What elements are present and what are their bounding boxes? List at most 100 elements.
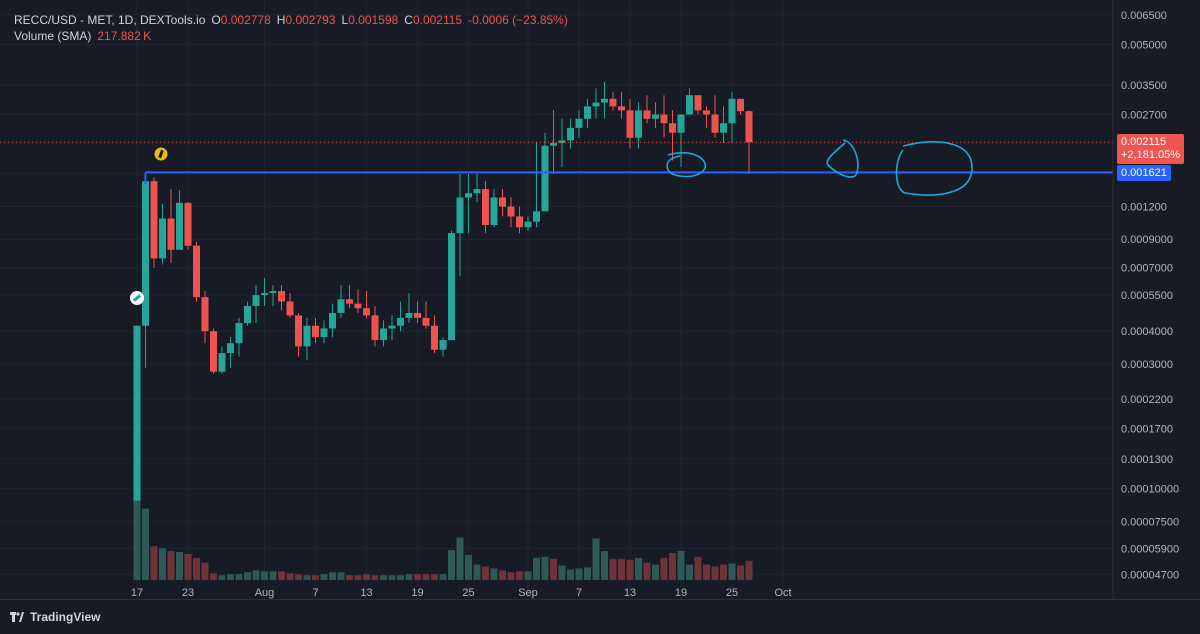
candle-body [728,98,736,124]
candle[interactable] [482,181,489,234]
candle[interactable] [252,285,260,324]
candle[interactable] [533,143,540,228]
volume-bar [490,568,498,580]
candle[interactable] [414,301,421,324]
annotation-circle[interactable] [666,151,706,178]
candle[interactable] [286,293,294,318]
annotation-circle[interactable] [895,141,973,196]
candle[interactable] [720,106,727,144]
candle[interactable] [388,315,396,341]
price-axis[interactable]: 0.0065000.0050000.0035000.0027000.002100… [1112,0,1179,600]
candle[interactable] [618,91,625,119]
candle[interactable] [422,301,430,329]
volume-bar [431,574,438,580]
candle[interactable] [201,291,209,344]
volume-label[interactable]: Volume (SMA) [14,29,92,43]
pencil-marker-icon[interactable] [130,291,144,305]
candle[interactable] [660,95,668,138]
candle[interactable] [261,277,268,306]
candle[interactable] [133,325,141,501]
candle[interactable] [575,110,583,138]
candle[interactable] [524,216,532,231]
candle[interactable] [703,106,710,128]
candle[interactable] [354,289,362,313]
candle[interactable] [320,320,328,344]
candle[interactable] [397,301,404,332]
volume-bar [550,558,557,580]
candle[interactable] [558,118,566,168]
candle[interactable] [652,102,659,128]
volume-bar [312,575,319,580]
candle[interactable] [184,201,192,250]
candle[interactable] [499,189,506,217]
candle[interactable] [567,118,574,149]
volume-bar [524,571,532,580]
candle[interactable] [329,303,336,338]
candle[interactable] [465,173,472,234]
candle[interactable] [737,98,744,115]
volume-bar [286,573,294,580]
candle[interactable] [269,285,277,306]
candle[interactable] [507,197,515,228]
candle[interactable] [371,305,379,347]
candle[interactable] [490,189,498,228]
candle[interactable] [405,293,413,324]
candle[interactable] [728,91,736,144]
open-value: 0.002778 [220,13,271,27]
symbol-title[interactable]: RECC/USD - MET, 1D, DEXTools.io [14,13,206,27]
candle[interactable] [711,95,719,138]
time-axis[interactable]: 17 23 Aug 7 13 19 25 Sep 7 13 19 25 Oct [0,587,1200,600]
candle[interactable] [550,110,557,174]
candle[interactable] [643,95,651,124]
candle[interactable] [210,328,217,374]
candle-body [295,315,302,347]
tradingview-brand[interactable]: TradingView [10,610,100,624]
candle[interactable] [456,173,464,277]
candle-body [660,114,668,124]
candle[interactable] [176,190,183,250]
candle[interactable] [193,241,200,302]
candle[interactable] [584,98,591,128]
candle[interactable] [227,337,234,368]
volume-bar [609,558,617,580]
event-marker-icon[interactable] [153,146,169,162]
candle-body [609,98,617,107]
candle[interactable] [303,317,311,361]
candle[interactable] [363,291,370,318]
candle[interactable] [592,88,600,119]
annotation-circle[interactable] [826,139,859,178]
candle[interactable] [312,317,319,344]
candle[interactable] [694,95,702,115]
candle-body [711,114,719,133]
candle[interactable] [150,177,158,268]
candle[interactable] [635,102,642,149]
candle[interactable] [244,301,251,326]
candle[interactable] [609,91,617,111]
candle[interactable] [142,177,149,368]
candle[interactable] [346,285,353,309]
candle[interactable] [218,346,226,374]
price-tick-label: 0.0009000 [1121,234,1173,246]
candle[interactable] [626,98,634,149]
candle[interactable] [278,285,285,311]
candle[interactable] [167,189,175,263]
last-price-value: 0.002115 [1121,136,1167,148]
candle[interactable] [677,114,685,168]
candle[interactable] [516,206,523,234]
time-tick-label: 7 [312,587,318,599]
candle[interactable] [380,320,387,347]
candle[interactable] [235,317,243,357]
candle[interactable] [601,81,608,119]
candles [133,81,753,501]
candle[interactable] [669,110,676,161]
volume-bar [567,569,574,580]
candle[interactable] [159,203,166,265]
candle[interactable] [473,173,481,202]
candle[interactable] [448,230,455,341]
candle[interactable] [337,285,345,318]
candle[interactable] [439,337,447,357]
candle[interactable] [686,88,693,115]
candle[interactable] [431,315,438,354]
candle[interactable] [295,312,302,357]
